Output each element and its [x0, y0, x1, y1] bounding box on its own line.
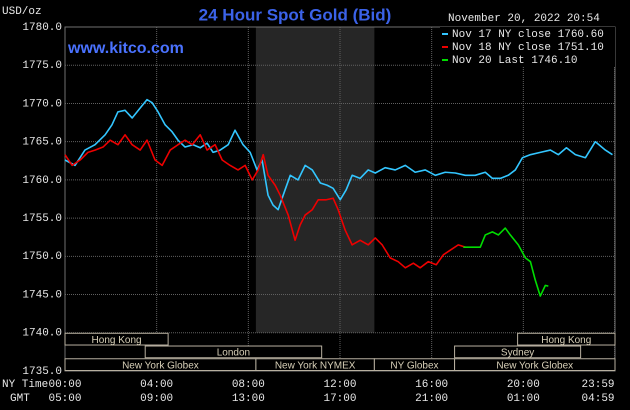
- y-tick-label: 1755.0: [22, 213, 62, 225]
- session-label: Sydney: [501, 348, 534, 359]
- watermark: www.kitco.com: [67, 40, 184, 57]
- y-tick-label: 1750.0: [22, 251, 62, 263]
- session-box: [454, 358, 616, 371]
- legend-box: [440, 27, 615, 67]
- x-tick-label: 20:00: [507, 379, 540, 391]
- y-tick-label: 1745.0: [22, 289, 62, 301]
- legend-label: Nov 18 NY close 1751.10: [452, 42, 604, 54]
- session-label: London: [217, 348, 250, 359]
- session-box: [144, 345, 323, 359]
- chart-title: 24 Hour Spot Gold (Bid): [199, 5, 392, 24]
- session-label: New York Globex: [496, 360, 573, 371]
- price-line: [64, 98, 613, 211]
- price-line: [64, 133, 466, 269]
- session-box: [454, 345, 582, 359]
- x-tick-label: 00:00: [48, 379, 81, 391]
- timestamp: November 20, 2022 20:54: [448, 13, 600, 25]
- y-tick-label: 1735.0: [22, 366, 62, 378]
- session-label: NY Globex: [390, 360, 438, 371]
- x2-tick-label: 04:59: [582, 393, 615, 405]
- y-tick-label: 1760.0: [22, 175, 62, 187]
- x2-tick-label: 17:00: [323, 393, 356, 405]
- price-line: [463, 227, 549, 297]
- y-tick-label: 1780.0: [22, 22, 62, 34]
- x-tick-label: 08:00: [232, 379, 265, 391]
- session-label: New York NYMEX: [275, 360, 356, 371]
- x2-tick-label: 21:00: [415, 393, 448, 405]
- session-label: Hong Kong: [92, 335, 142, 346]
- x2-tick-label: 05:00: [48, 393, 81, 405]
- session-label: New York Globex: [122, 360, 199, 371]
- x-tick-label: 12:00: [323, 379, 356, 391]
- legend-label: Nov 20 Last 1746.10: [452, 55, 577, 67]
- x-tick-label: 04:00: [140, 379, 173, 391]
- legend-label: Nov 17 NY close 1760.60: [452, 29, 604, 41]
- x2-tick-label: 13:00: [232, 393, 265, 405]
- x-axis-label: NY Time: [2, 379, 48, 391]
- y-tick-label: 1770.0: [22, 98, 62, 110]
- x2-axis-label: GMT: [10, 393, 30, 405]
- session-box: [64, 332, 169, 346]
- session-box: [517, 332, 616, 346]
- x-tick-label: 23:59: [582, 379, 615, 391]
- y-tick-label: 1775.0: [22, 60, 62, 72]
- y-axis-label: USD/oz: [2, 6, 42, 18]
- session-label: Hong Kong: [541, 335, 591, 346]
- x-tick-label: 16:00: [415, 379, 448, 391]
- plot-border: [64, 26, 616, 372]
- x2-tick-label: 09:00: [140, 393, 173, 405]
- y-tick-label: 1740.0: [22, 328, 62, 340]
- x2-tick-label: 01:00: [507, 393, 540, 405]
- y-tick-label: 1765.0: [22, 137, 62, 149]
